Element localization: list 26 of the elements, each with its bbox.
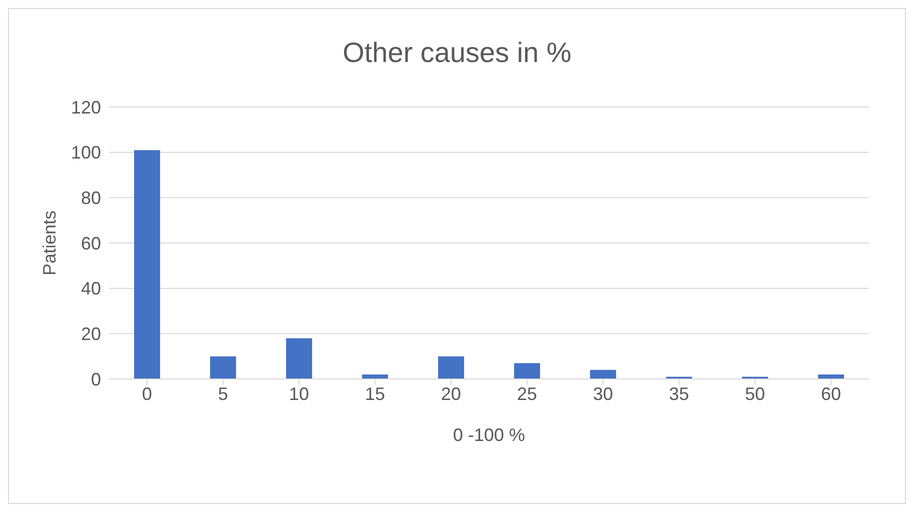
y-tick-label: 100 (70, 142, 101, 163)
bar (438, 356, 464, 379)
y-axis-title: Patients (39, 210, 60, 276)
bar (210, 356, 236, 379)
y-tick-label: 80 (80, 188, 101, 208)
y-tick-label: 20 (80, 324, 101, 344)
x-tick-label: 10 (288, 384, 310, 404)
x-tick-label: 35 (668, 384, 690, 404)
x-tick-label: 5 (218, 384, 228, 404)
x-axis-title: 0 -100 % (452, 425, 526, 445)
x-tick-label: 60 (820, 384, 842, 404)
y-tick-label: 60 (80, 233, 101, 254)
y-tick-label: 40 (80, 278, 101, 299)
x-tick-label: 25 (516, 384, 538, 404)
x-tick-label: 0 (142, 384, 152, 404)
x-tick-label: 30 (592, 384, 614, 404)
bar (134, 150, 160, 379)
y-tick-label: 0 (90, 369, 101, 390)
y-tick-label: 120 (70, 97, 101, 118)
chart-title: Other causes in % (342, 37, 572, 69)
x-tick-label: 15 (364, 384, 386, 404)
x-tick-label: 20 (440, 384, 462, 404)
bar (590, 370, 616, 379)
x-tick-label: 50 (744, 384, 766, 404)
bar (286, 338, 312, 379)
bar (514, 363, 540, 379)
